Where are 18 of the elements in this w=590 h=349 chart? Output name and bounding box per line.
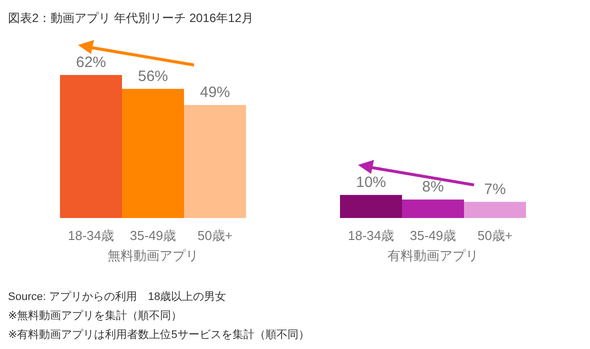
x-axis-title: 有料動画アプリ <box>388 248 478 263</box>
source-note: Source: アプリからの利用 18歳以上の男女 <box>8 290 226 303</box>
x-tick-label: 35-49歳 <box>130 228 176 243</box>
data-label: 10% <box>356 174 386 191</box>
x-axis-title: 無料動画アプリ <box>108 248 198 263</box>
data-label: 7% <box>484 180 506 198</box>
data-label: 56% <box>138 68 168 85</box>
data-label: 49% <box>200 84 230 101</box>
data-label: 62% <box>76 54 106 71</box>
data-label: 8% <box>422 178 444 196</box>
x-tick-label: 50歳+ <box>197 228 233 243</box>
x-tick-label: 18-34歳 <box>68 228 114 243</box>
chart-title: 図表2：動画アプリ 年代別リーチ 2016年12月 <box>8 11 254 25</box>
text: ※無料動画アプリを集計（順不同） <box>8 309 182 322</box>
text: ※有料動画アプリは利用者数上位5サービスを集計（順不同） <box>8 328 310 341</box>
x-tick-label: 50歳+ <box>477 228 513 243</box>
x-tick-label: 35-49歳 <box>410 228 456 243</box>
x-tick-label: 18-34歳 <box>348 228 394 243</box>
